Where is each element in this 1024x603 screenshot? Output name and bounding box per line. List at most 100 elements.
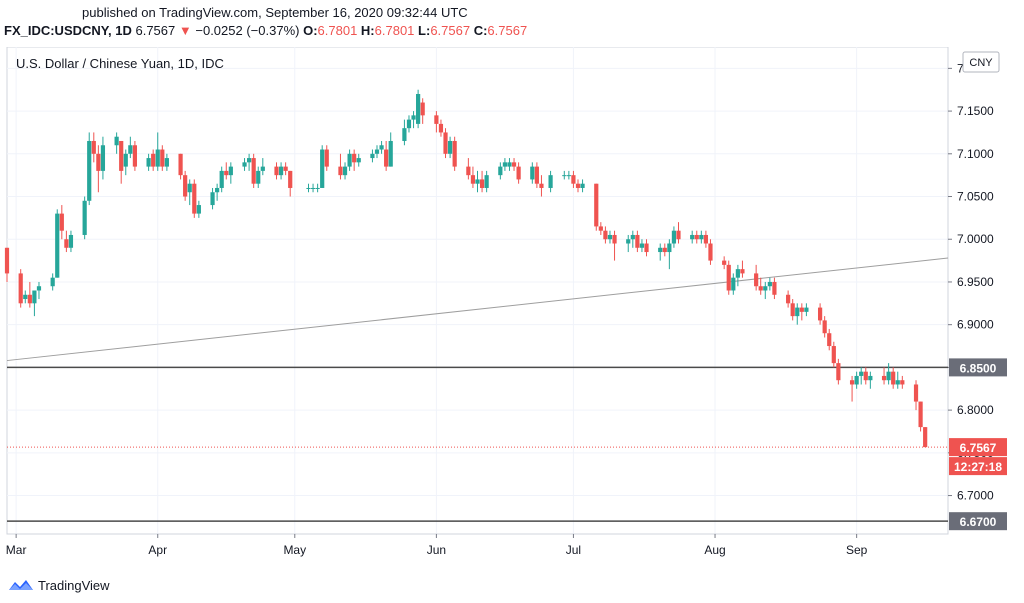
candle-body	[466, 166, 471, 176]
y-tick-label: 6.7000	[957, 489, 994, 503]
candle-body	[87, 140, 92, 201]
candle-body	[132, 145, 138, 167]
candle-body	[196, 205, 201, 214]
candle-body	[100, 145, 106, 171]
candle-body	[155, 149, 160, 167]
candle-body	[160, 149, 165, 167]
candle-body	[151, 153, 156, 167]
candle-body	[731, 277, 736, 291]
candle-body	[68, 234, 74, 248]
candle-body	[370, 153, 375, 159]
plot-area[interactable]	[6, 46, 949, 535]
candle-body	[59, 213, 64, 231]
candle-body	[694, 234, 699, 240]
candle-body	[502, 162, 508, 167]
candle-body	[18, 273, 23, 304]
candle-body	[607, 234, 613, 240]
candle-body	[799, 307, 804, 312]
level-layer	[7, 366, 948, 522]
x-tick-label: Apr	[148, 543, 167, 557]
x-tick-label: May	[283, 543, 306, 557]
candle-body	[726, 264, 731, 291]
candle-body	[849, 380, 855, 385]
candle-body	[511, 162, 517, 167]
candle-body	[411, 115, 416, 120]
countdown-badge: 12:27:18	[954, 460, 1002, 474]
candle-body	[164, 158, 169, 167]
candle-body	[571, 175, 576, 184]
candle-body	[384, 149, 389, 167]
candle-body	[114, 136, 119, 146]
candle-body	[23, 294, 28, 300]
candle-body	[228, 166, 233, 176]
candle-body	[498, 166, 503, 176]
candle-body	[123, 153, 128, 167]
candle-body	[722, 260, 727, 265]
chart-frame[interactable]: 6.70006.75006.80006.85006.90006.95007.00…	[0, 46, 1024, 562]
candle-body	[452, 140, 457, 167]
candle-body	[817, 307, 823, 321]
candle-body	[772, 281, 777, 295]
candle-body	[708, 243, 713, 261]
candle-body	[913, 384, 919, 402]
candle-body	[50, 277, 55, 287]
candle-body	[639, 243, 645, 248]
candle-body	[662, 247, 667, 253]
candle-body	[479, 179, 485, 188]
high-value: 6.7801	[374, 23, 415, 38]
candle-body	[804, 307, 809, 312]
candle-body	[580, 183, 585, 188]
candle-body	[854, 375, 859, 385]
candle-body	[895, 380, 900, 385]
x-tick-label: Jun	[427, 543, 446, 557]
candle-body	[219, 170, 224, 188]
candle-body	[859, 371, 864, 376]
candle-body	[388, 140, 393, 167]
candle-body	[338, 166, 343, 176]
candle-body	[288, 170, 293, 188]
price-chart[interactable]: 6.70006.75006.80006.85006.90006.95007.00…	[0, 46, 1024, 562]
candle-body	[146, 158, 151, 167]
candle-body	[475, 179, 480, 184]
low-label: L:	[418, 23, 431, 38]
price-axis[interactable]: 6.70006.75006.80006.85006.90006.95007.00…	[948, 61, 994, 503]
candle-body	[740, 269, 745, 274]
time-axis[interactable]: Mar Apr May Jun Jul Aug Sep	[6, 534, 868, 557]
candle-body	[598, 226, 603, 231]
candle-body	[82, 200, 87, 235]
low-value: 6.7567	[430, 23, 471, 38]
candle-body	[242, 162, 247, 167]
level-badge-6-67: 6.6700	[960, 515, 997, 529]
trend-layer	[6, 257, 949, 448]
published-caption: published on TradingView.com, September …	[82, 5, 468, 20]
symbol-label[interactable]: FX_IDC:USDCNY, 1D	[4, 23, 132, 38]
candle-body	[881, 375, 887, 381]
candle-body	[119, 140, 124, 171]
candle-body	[644, 243, 649, 253]
y-tick-label: 7.1000	[957, 147, 994, 161]
candle-body	[562, 175, 567, 177]
candle-body	[786, 294, 791, 304]
candle-body	[863, 371, 868, 381]
y-tick-label: 7.0000	[957, 232, 994, 246]
currency-button[interactable]	[962, 51, 1000, 73]
candle-body	[283, 166, 288, 171]
badge-layer: 6.8500 6.6700 6.7567 12:27:18	[949, 358, 1007, 531]
high-label: H:	[360, 23, 375, 38]
open-value: 6.7801	[317, 23, 358, 38]
candle-body	[251, 158, 256, 184]
candle-body	[703, 234, 708, 244]
pane-title: U.S. Dollar / Chinese Yuan, 1D, IDC	[16, 56, 224, 71]
candle-body	[434, 115, 439, 124]
candle-body	[699, 234, 704, 240]
currency-label: CNY	[969, 57, 993, 69]
candle-body	[64, 239, 69, 248]
candle-body	[534, 166, 539, 184]
footer-brand[interactable]: TradingView	[8, 575, 110, 595]
close-value: 6.7567	[487, 23, 528, 38]
candle-body	[374, 149, 380, 154]
candle-body	[274, 166, 279, 176]
y-tick-label: 7.1500	[957, 104, 994, 118]
candle-body	[918, 401, 923, 428]
candle-body	[260, 166, 265, 171]
